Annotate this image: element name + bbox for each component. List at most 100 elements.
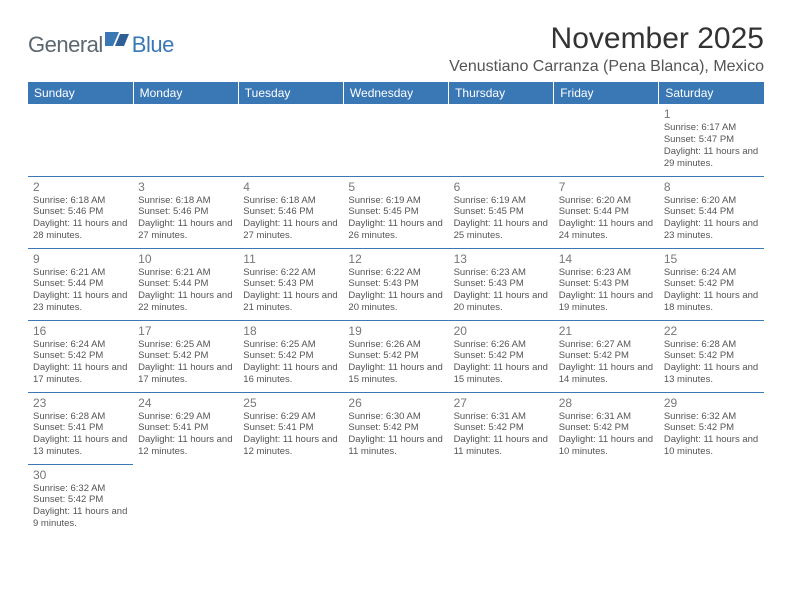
calendar-day-empty xyxy=(343,464,448,536)
day-number: 18 xyxy=(243,324,338,338)
calendar-day: 16Sunrise: 6:24 AMSunset: 5:42 PMDayligh… xyxy=(28,320,133,392)
day-info: Sunrise: 6:24 AMSunset: 5:42 PMDaylight:… xyxy=(33,339,128,387)
header: General Blue November 2025 Venustiano Ca… xyxy=(28,22,764,76)
day-info: Sunrise: 6:19 AMSunset: 5:45 PMDaylight:… xyxy=(454,195,549,243)
calendar-day: 22Sunrise: 6:28 AMSunset: 5:42 PMDayligh… xyxy=(659,320,764,392)
calendar-week: 2Sunrise: 6:18 AMSunset: 5:46 PMDaylight… xyxy=(28,176,764,248)
weekday-header: Sunday xyxy=(28,82,133,104)
calendar-day: 29Sunrise: 6:32 AMSunset: 5:42 PMDayligh… xyxy=(659,392,764,464)
day-info: Sunrise: 6:24 AMSunset: 5:42 PMDaylight:… xyxy=(664,267,759,315)
calendar-day-empty xyxy=(343,104,448,176)
weekday-header: Monday xyxy=(133,82,238,104)
calendar-day: 12Sunrise: 6:22 AMSunset: 5:43 PMDayligh… xyxy=(343,248,448,320)
title-block: November 2025 Venustiano Carranza (Pena … xyxy=(449,22,764,76)
day-info: Sunrise: 6:26 AMSunset: 5:42 PMDaylight:… xyxy=(454,339,549,387)
calendar-day-empty xyxy=(449,104,554,176)
day-info: Sunrise: 6:23 AMSunset: 5:43 PMDaylight:… xyxy=(454,267,549,315)
calendar-day: 1Sunrise: 6:17 AMSunset: 5:47 PMDaylight… xyxy=(659,104,764,176)
calendar-day: 14Sunrise: 6:23 AMSunset: 5:43 PMDayligh… xyxy=(554,248,659,320)
logo-text-blue: Blue xyxy=(132,32,174,58)
day-number: 28 xyxy=(559,396,654,410)
day-number: 6 xyxy=(454,180,549,194)
day-info: Sunrise: 6:22 AMSunset: 5:43 PMDaylight:… xyxy=(243,267,338,315)
calendar-day: 2Sunrise: 6:18 AMSunset: 5:46 PMDaylight… xyxy=(28,176,133,248)
day-number: 3 xyxy=(138,180,233,194)
weekday-header: Thursday xyxy=(449,82,554,104)
calendar-week: 1Sunrise: 6:17 AMSunset: 5:47 PMDaylight… xyxy=(28,104,764,176)
calendar-day: 5Sunrise: 6:19 AMSunset: 5:45 PMDaylight… xyxy=(343,176,448,248)
calendar-day: 25Sunrise: 6:29 AMSunset: 5:41 PMDayligh… xyxy=(238,392,343,464)
calendar-day-empty xyxy=(133,104,238,176)
weekday-header: Saturday xyxy=(659,82,764,104)
day-info: Sunrise: 6:32 AMSunset: 5:42 PMDaylight:… xyxy=(664,411,759,459)
calendar-day: 23Sunrise: 6:28 AMSunset: 5:41 PMDayligh… xyxy=(28,392,133,464)
calendar-day-empty xyxy=(554,104,659,176)
calendar-day-empty xyxy=(133,464,238,536)
day-number: 20 xyxy=(454,324,549,338)
day-info: Sunrise: 6:22 AMSunset: 5:43 PMDaylight:… xyxy=(348,267,443,315)
flag-icon xyxy=(105,30,131,53)
calendar-day: 28Sunrise: 6:31 AMSunset: 5:42 PMDayligh… xyxy=(554,392,659,464)
day-number: 21 xyxy=(559,324,654,338)
day-number: 5 xyxy=(348,180,443,194)
calendar-day-empty xyxy=(554,464,659,536)
calendar-day: 7Sunrise: 6:20 AMSunset: 5:44 PMDaylight… xyxy=(554,176,659,248)
day-number: 13 xyxy=(454,252,549,266)
day-info: Sunrise: 6:30 AMSunset: 5:42 PMDaylight:… xyxy=(348,411,443,459)
calendar-day: 30Sunrise: 6:32 AMSunset: 5:42 PMDayligh… xyxy=(28,464,133,536)
calendar-day: 24Sunrise: 6:29 AMSunset: 5:41 PMDayligh… xyxy=(133,392,238,464)
day-number: 8 xyxy=(664,180,759,194)
day-info: Sunrise: 6:18 AMSunset: 5:46 PMDaylight:… xyxy=(138,195,233,243)
logo-text-general: General xyxy=(28,32,103,58)
day-number: 17 xyxy=(138,324,233,338)
calendar-day: 26Sunrise: 6:30 AMSunset: 5:42 PMDayligh… xyxy=(343,392,448,464)
day-info: Sunrise: 6:29 AMSunset: 5:41 PMDaylight:… xyxy=(243,411,338,459)
calendar-day: 10Sunrise: 6:21 AMSunset: 5:44 PMDayligh… xyxy=(133,248,238,320)
day-number: 26 xyxy=(348,396,443,410)
calendar-header-row: SundayMondayTuesdayWednesdayThursdayFrid… xyxy=(28,82,764,104)
day-number: 1 xyxy=(664,107,759,121)
day-info: Sunrise: 6:18 AMSunset: 5:46 PMDaylight:… xyxy=(243,195,338,243)
day-number: 24 xyxy=(138,396,233,410)
calendar-day: 18Sunrise: 6:25 AMSunset: 5:42 PMDayligh… xyxy=(238,320,343,392)
day-info: Sunrise: 6:32 AMSunset: 5:42 PMDaylight:… xyxy=(33,483,128,531)
calendar-day: 13Sunrise: 6:23 AMSunset: 5:43 PMDayligh… xyxy=(449,248,554,320)
weekday-header: Wednesday xyxy=(343,82,448,104)
day-number: 27 xyxy=(454,396,549,410)
calendar-day: 11Sunrise: 6:22 AMSunset: 5:43 PMDayligh… xyxy=(238,248,343,320)
day-number: 2 xyxy=(33,180,128,194)
day-number: 11 xyxy=(243,252,338,266)
day-info: Sunrise: 6:23 AMSunset: 5:43 PMDaylight:… xyxy=(559,267,654,315)
day-number: 23 xyxy=(33,396,128,410)
day-number: 9 xyxy=(33,252,128,266)
calendar-day: 9Sunrise: 6:21 AMSunset: 5:44 PMDaylight… xyxy=(28,248,133,320)
calendar-day: 4Sunrise: 6:18 AMSunset: 5:46 PMDaylight… xyxy=(238,176,343,248)
day-number: 29 xyxy=(664,396,759,410)
calendar-table: SundayMondayTuesdayWednesdayThursdayFrid… xyxy=(28,82,764,536)
calendar-week: 30Sunrise: 6:32 AMSunset: 5:42 PMDayligh… xyxy=(28,464,764,536)
calendar-day-empty xyxy=(659,464,764,536)
logo: General Blue xyxy=(28,22,174,59)
calendar-day-empty xyxy=(28,104,133,176)
calendar-day: 27Sunrise: 6:31 AMSunset: 5:42 PMDayligh… xyxy=(449,392,554,464)
day-info: Sunrise: 6:25 AMSunset: 5:42 PMDaylight:… xyxy=(138,339,233,387)
day-info: Sunrise: 6:31 AMSunset: 5:42 PMDaylight:… xyxy=(559,411,654,459)
calendar-day: 21Sunrise: 6:27 AMSunset: 5:42 PMDayligh… xyxy=(554,320,659,392)
calendar-day: 17Sunrise: 6:25 AMSunset: 5:42 PMDayligh… xyxy=(133,320,238,392)
day-info: Sunrise: 6:21 AMSunset: 5:44 PMDaylight:… xyxy=(33,267,128,315)
calendar-week: 23Sunrise: 6:28 AMSunset: 5:41 PMDayligh… xyxy=(28,392,764,464)
day-info: Sunrise: 6:18 AMSunset: 5:46 PMDaylight:… xyxy=(33,195,128,243)
day-info: Sunrise: 6:27 AMSunset: 5:42 PMDaylight:… xyxy=(559,339,654,387)
day-info: Sunrise: 6:20 AMSunset: 5:44 PMDaylight:… xyxy=(664,195,759,243)
calendar-day-empty xyxy=(238,104,343,176)
day-number: 4 xyxy=(243,180,338,194)
calendar-day: 19Sunrise: 6:26 AMSunset: 5:42 PMDayligh… xyxy=(343,320,448,392)
day-number: 22 xyxy=(664,324,759,338)
calendar-day: 20Sunrise: 6:26 AMSunset: 5:42 PMDayligh… xyxy=(449,320,554,392)
day-info: Sunrise: 6:26 AMSunset: 5:42 PMDaylight:… xyxy=(348,339,443,387)
day-info: Sunrise: 6:20 AMSunset: 5:44 PMDaylight:… xyxy=(559,195,654,243)
calendar-day-empty xyxy=(449,464,554,536)
day-info: Sunrise: 6:25 AMSunset: 5:42 PMDaylight:… xyxy=(243,339,338,387)
day-info: Sunrise: 6:17 AMSunset: 5:47 PMDaylight:… xyxy=(664,122,759,170)
day-number: 12 xyxy=(348,252,443,266)
